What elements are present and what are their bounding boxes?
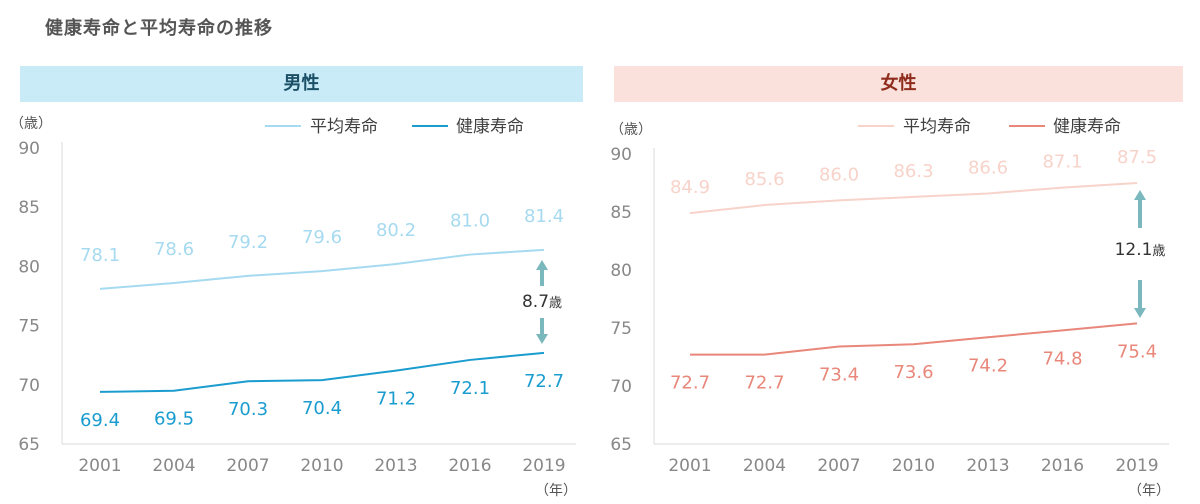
male-x-tick-label: 2010 <box>300 456 343 476</box>
female-x-tick-label: 2007 <box>817 456 860 476</box>
male-data-label: 72.1 <box>450 378 490 399</box>
male-x-tick-label: 2001 <box>78 456 121 476</box>
male-data-label: 79.6 <box>302 227 342 248</box>
male-x-tick-label: 2019 <box>522 456 565 476</box>
female-y-tick-label: 85 <box>610 203 632 223</box>
female-y-tick-label: 75 <box>610 319 632 339</box>
male-x-tick-label: 2013 <box>374 456 417 476</box>
female-data-label: 73.6 <box>893 362 933 383</box>
female-gap-arrowhead-up <box>1134 190 1146 200</box>
female-data-label: 74.8 <box>1042 348 1082 369</box>
female-data-label: 75.4 <box>1117 341 1157 362</box>
male-x-unit-label: （年） <box>535 483 577 499</box>
male-data-label: 80.2 <box>376 220 416 241</box>
female-series-line-0 <box>689 182 1138 215</box>
female-y-unit-label: （歳） <box>610 122 652 138</box>
male-legend-label-0: 平均寿命 <box>310 117 378 137</box>
male-data-label: 81.4 <box>524 206 564 227</box>
female-data-label: 84.9 <box>670 177 710 198</box>
male-panel-header: 男性 <box>20 66 583 102</box>
male-y-tick-label: 75 <box>18 317 40 337</box>
male-x-tick-label: 2004 <box>152 456 195 476</box>
female-data-label: 87.5 <box>1117 147 1157 168</box>
female-gap-value: 12.1 <box>1115 240 1153 260</box>
male-data-label: 71.2 <box>376 389 416 410</box>
male-x-tick-label: 2016 <box>448 456 491 476</box>
female-chart: （歳） 90 85 80 75 70 65 2001 2004 2007 2010 2013 2016 2… <box>610 117 1170 499</box>
female-data-label: 73.4 <box>819 365 859 386</box>
female-y-tick-label: 80 <box>610 261 632 281</box>
male-data-label: 78.6 <box>154 239 194 260</box>
female-x-tick-label: 2001 <box>668 456 711 476</box>
male-gap-annotation: 8.7歳 <box>522 292 562 312</box>
male-data-label: 81.0 <box>450 211 490 232</box>
female-data-label: 86.6 <box>968 157 1008 178</box>
male-series-line-1 <box>99 351 545 393</box>
female-data-label: 74.2 <box>968 355 1008 376</box>
male-chart: （歳） 90 85 80 75 70 65 2001 2004 2007 2010 2013 2016 2… <box>10 116 577 499</box>
female-data-label: 72.7 <box>744 373 784 394</box>
female-x-tick-label: 2016 <box>1041 456 1084 476</box>
female-y-tick-label: 65 <box>610 435 632 455</box>
male-gap-value: 8.7 <box>522 292 549 312</box>
female-series-line-1 <box>690 322 1138 356</box>
female-x-unit-label: （年） <box>1128 483 1170 499</box>
male-y-tick-label: 90 <box>18 139 40 159</box>
female-panel-header: 女性 <box>614 66 1183 102</box>
female-gap-unit: 歳 <box>1152 244 1165 259</box>
male-y-tick-label: 70 <box>18 376 40 396</box>
male-legend-label-1: 健康寿命 <box>456 117 524 137</box>
male-data-label: 70.4 <box>302 398 342 419</box>
female-gap-annotation: 12.1歳 <box>1115 240 1166 260</box>
page-title: 健康寿命と平均寿命の推移 <box>45 18 273 39</box>
female-x-tick-label: 2013 <box>966 456 1009 476</box>
male-y-tick-label: 65 <box>18 435 40 455</box>
female-y-tick-label: 90 <box>610 145 632 165</box>
female-x-tick-label: 2004 <box>743 456 786 476</box>
male-gap-unit: 歳 <box>549 296 562 311</box>
male-y-tick-label: 80 <box>18 257 40 277</box>
female-legend-label-1: 健康寿命 <box>1053 117 1121 137</box>
male-gap-arrowhead-down <box>536 334 548 344</box>
female-data-label: 87.1 <box>1042 152 1082 173</box>
male-data-label: 69.5 <box>154 409 194 430</box>
female-data-label: 72.7 <box>670 373 710 394</box>
female-data-label: 85.6 <box>744 169 784 190</box>
female-legend-label-0: 平均寿命 <box>903 117 971 137</box>
male-series-line-0 <box>99 248 545 290</box>
male-data-label: 69.4 <box>80 410 120 431</box>
female-data-label: 86.0 <box>819 164 859 185</box>
male-gap-arrowhead-up <box>536 260 548 270</box>
male-data-label: 70.3 <box>228 399 268 420</box>
male-data-label: 79.2 <box>228 232 268 253</box>
male-y-tick-label: 85 <box>18 198 40 218</box>
female-y-tick-label: 70 <box>610 377 632 397</box>
female-data-label: 86.3 <box>893 161 933 182</box>
female-gap-arrowhead-down <box>1134 308 1146 318</box>
male-y-unit-label: （歳） <box>10 116 52 132</box>
female-x-tick-label: 2019 <box>1115 456 1158 476</box>
male-x-tick-label: 2007 <box>226 456 269 476</box>
male-data-label: 72.7 <box>524 371 564 392</box>
female-x-tick-label: 2010 <box>892 456 935 476</box>
male-data-label: 78.1 <box>80 245 120 266</box>
